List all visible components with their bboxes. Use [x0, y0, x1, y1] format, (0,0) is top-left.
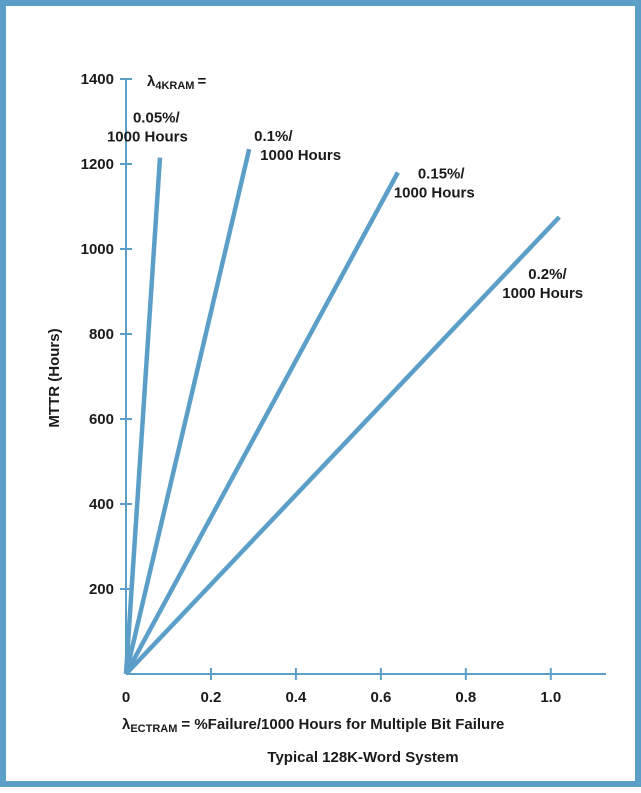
- x-tick-label: 0.4: [285, 689, 307, 706]
- x-tick-label: 0: [122, 689, 130, 706]
- y-tick-label: 400: [89, 496, 114, 513]
- x-tick-label: 0.2: [201, 689, 222, 706]
- series-line: [124, 171, 400, 676]
- axes: [125, 79, 606, 675]
- series-lines: [123, 148, 561, 676]
- series-label-unit: 1000 Hours: [260, 147, 341, 164]
- series-line: [124, 215, 561, 676]
- series-line: [123, 148, 252, 675]
- x-axis-title-symbol: λ: [122, 716, 131, 733]
- legend-title-subscript: 4KRAM: [155, 80, 194, 92]
- series-label-unit: 1000 Hours: [107, 129, 188, 146]
- y-tick-label: 1200: [81, 156, 114, 173]
- y-tick-label: 1000: [81, 241, 114, 258]
- mttr-chart: 200 400 600 800 1000 1200 1400 0 0.2 0.4 0.6 0.8 1.0…: [46, 71, 606, 766]
- legend-title: λ4KRAM =: [147, 73, 206, 92]
- y-tick-label: 1400: [81, 71, 114, 88]
- series-label: 0.05%/ 1000 Hours: [107, 110, 188, 146]
- series-label: 0.1%/ 1000 Hours: [254, 128, 341, 164]
- series-label-rate: 0.05%/: [133, 110, 181, 127]
- y-axis-title: MTTR (Hours): [46, 328, 63, 427]
- series-label: 0.2%/ 1000 Hours: [502, 266, 583, 302]
- y-tick-label: 600: [89, 411, 114, 428]
- series-label-unit: 1000 Hours: [394, 185, 475, 202]
- x-axis-title: λECTRAM = %Failure/1000 Hours for Multipl…: [122, 716, 504, 735]
- labels: 0.05%/ 1000 Hours 0.1%/ 1000 Hours 0.15%/ 100…: [107, 110, 583, 303]
- x-tick-label: 1.0: [540, 689, 561, 706]
- series-label: 0.15%/ 1000 Hours: [394, 166, 475, 202]
- chart-caption: Typical 128K-Word System: [267, 749, 458, 766]
- series-label-rate: 0.1%/: [254, 128, 293, 145]
- x-axis-title-subscript: ECTRAM: [130, 723, 177, 735]
- series-line: [123, 157, 163, 675]
- legend-title-symbol: λ: [147, 73, 156, 90]
- series-label-rate: 0.15%/: [418, 166, 466, 183]
- x-tick-label: 0.8: [455, 689, 476, 706]
- y-tick-label: 200: [89, 581, 114, 598]
- ticks: 200 400 600 800 1000 1200 1400 0 0.2 0.4 0.6 0.8 1.0: [81, 71, 562, 706]
- series-label-rate: 0.2%/: [528, 266, 567, 283]
- series-label-unit: 1000 Hours: [502, 285, 583, 302]
- x-axis-title-text: = %Failure/1000 Hours for Multiple Bit F…: [181, 716, 504, 733]
- y-tick-label: 800: [89, 326, 114, 343]
- x-tick-label: 0.6: [370, 689, 391, 706]
- legend-title-text: =: [197, 73, 206, 90]
